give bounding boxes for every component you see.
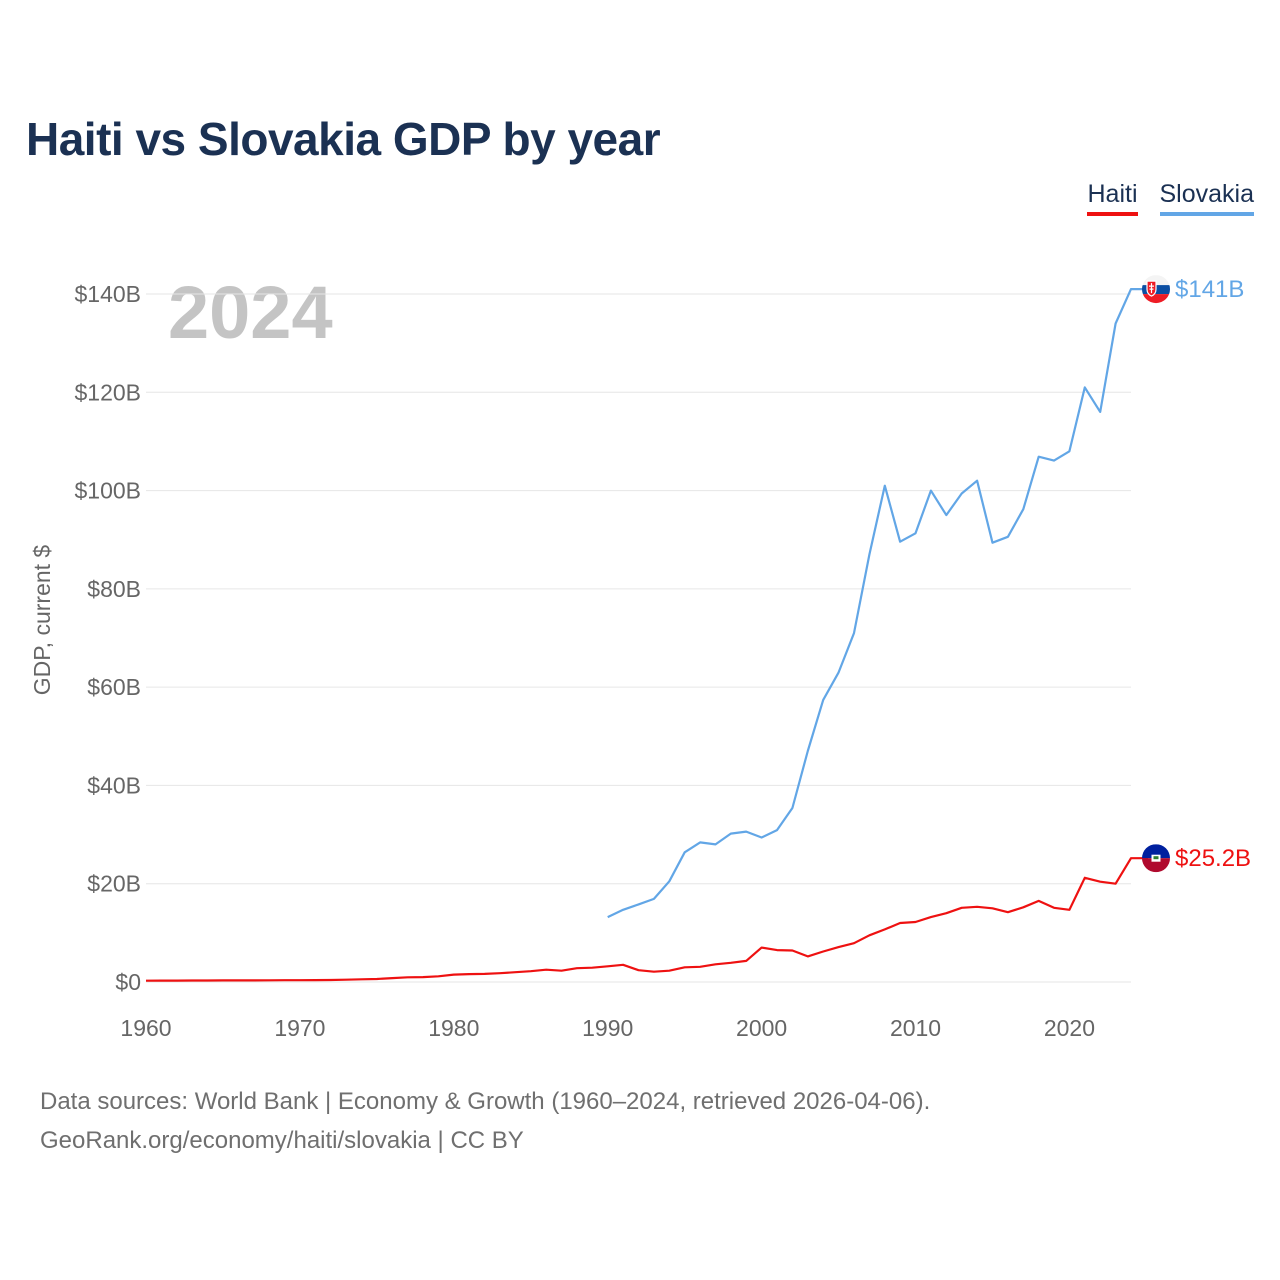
haiti-flag-icon — [1142, 844, 1170, 873]
y-tick-label: $140B — [74, 281, 141, 307]
line-chart: 2024 $0 $20B $40B $60B $80B $100B $120B $140B 1… — [29, 271, 1251, 1041]
y-tick-label: $100B — [74, 478, 141, 504]
slovakia-flag-icon — [1142, 275, 1170, 304]
y-axis-title: GDP, current $ — [29, 545, 55, 696]
legend-item-slovakia[interactable]: Slovakia — [1159, 180, 1254, 216]
y-tick-label: $0 — [115, 969, 141, 995]
series-line-haiti[interactable] — [145, 857, 1148, 982]
y-tick-label: $40B — [87, 772, 141, 798]
x-tick-label: 2010 — [890, 1015, 941, 1041]
end-label-haiti: $25.2B — [1175, 845, 1251, 872]
footer-attribution[interactable]: GeoRank.org/economy/haiti/slovakia | CC … — [40, 1127, 524, 1154]
footer: Data sources: World Bank | Economy & Gro… — [40, 1082, 930, 1160]
footer-sources: Data sources: World Bank | Economy & Gro… — [40, 1088, 931, 1115]
grid — [146, 293, 1131, 983]
y-tick-label: $60B — [87, 674, 141, 700]
x-tick-label: 1970 — [274, 1015, 325, 1041]
end-label-slovakia: $141B — [1175, 276, 1244, 303]
x-tick-label: 1990 — [582, 1015, 633, 1041]
year-label: 2024 — [168, 271, 333, 354]
x-tick-label: 2000 — [736, 1015, 787, 1041]
y-tick-label: $80B — [87, 576, 141, 602]
x-tick-label: 1980 — [428, 1015, 479, 1041]
legend: Haiti Slovakia — [1087, 180, 1254, 216]
x-tick-label: 2020 — [1044, 1015, 1095, 1041]
y-tick-label: $120B — [74, 379, 141, 405]
series-line-slovakia[interactable] — [607, 288, 1148, 919]
series-layer: $25.2B $141B — [145, 276, 1251, 982]
chart-title: Haiti vs Slovakia GDP by year — [26, 113, 661, 165]
x-tick-label: 1960 — [120, 1015, 171, 1041]
y-tick-label: $20B — [87, 871, 141, 897]
legend-item-haiti[interactable]: Haiti — [1087, 180, 1138, 216]
x-axis: 1960 1970 1980 1990 2000 2010 2020 — [120, 1015, 1095, 1041]
y-axis: $0 $20B $40B $60B $80B $100B $120B $140B — [74, 281, 141, 995]
